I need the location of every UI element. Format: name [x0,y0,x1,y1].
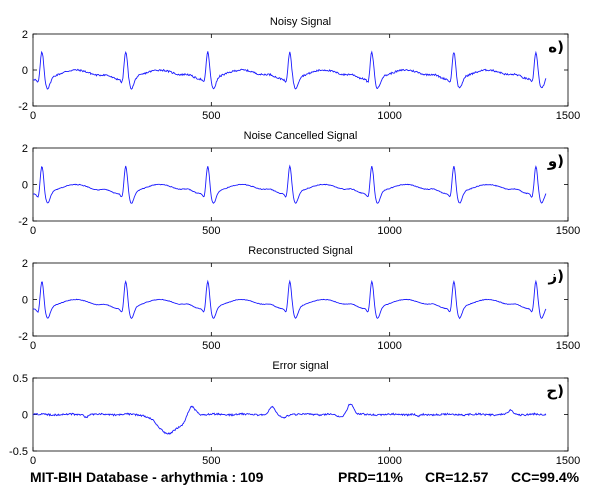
x-tick-label: 1500 [556,340,580,352]
panel-tag: ه) [548,38,564,56]
signal-line [32,279,547,320]
x-tick-label: 0 [30,455,36,466]
x-tick-label: 500 [202,225,220,237]
footer-stats: MIT-BIH Database - arhythmia : 109 PRD=1… [0,466,591,488]
x-tick-label: 1000 [377,110,401,122]
y-tick-label: 0 [22,295,28,307]
x-tick-label: 500 [202,455,220,466]
x-tick-label: 1000 [377,225,401,237]
x-tick-label: 0 [30,110,36,122]
y-tick-label: 0 [22,410,28,422]
panel-title: Reconstructed Signal [248,245,353,257]
database-label: MIT-BIH Database - arhythmia : 109 [30,469,264,485]
y-tick-label: 0 [22,180,28,192]
panel-title: Error signal [272,360,328,372]
x-tick-label: 1000 [377,340,401,352]
signal-line [32,50,547,90]
cr-value: CR=12.57 [425,469,489,485]
x-tick-label: 1000 [377,455,401,466]
x-tick-label: 1500 [556,225,580,237]
panel-title: Noise Cancelled Signal [244,130,358,142]
signal-line [33,164,547,204]
y-tick-label: -2 [18,216,28,228]
y-tick-label: 0 [22,65,28,77]
x-tick-label: 500 [202,340,220,352]
panel-tag: ح) [546,382,564,400]
y-tick-label: 0.5 [13,373,28,385]
x-tick-label: 0 [30,340,36,352]
x-tick-label: 1500 [556,110,580,122]
cc-value: CC=99.4% [511,469,580,485]
y-tick-label: -2 [18,101,28,113]
prd-value: PRD=11% [338,469,403,485]
signal-line [32,403,547,435]
x-tick-label: 0 [30,225,36,237]
panel-title: Noisy Signal [270,16,331,28]
x-tick-label: 1500 [556,455,580,466]
y-tick-label: 2 [22,29,28,41]
axes-box [32,33,569,107]
y-tick-label: 2 [22,258,28,270]
y-tick-label: 2 [22,143,28,155]
y-tick-label: -2 [18,331,28,343]
y-tick-label: -0.5 [9,446,28,458]
panel-tag: ز) [548,267,565,285]
x-tick-label: 500 [202,110,220,122]
panel-tag: و) [547,152,564,170]
